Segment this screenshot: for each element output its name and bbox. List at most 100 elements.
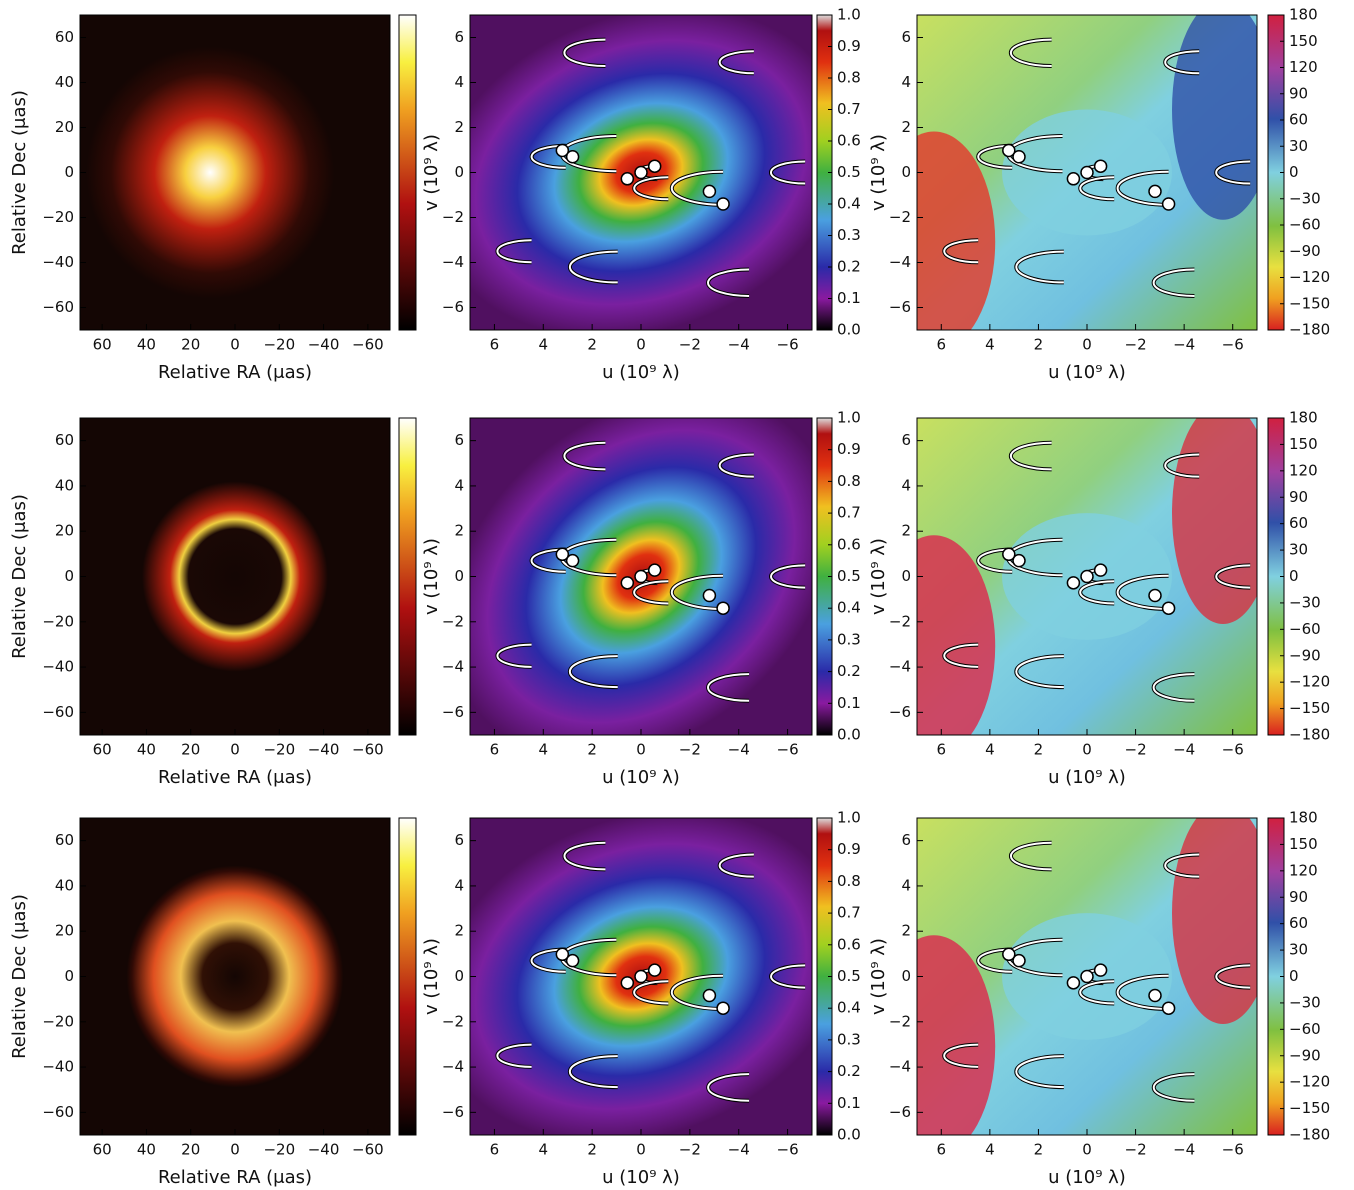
image — [470, 15, 812, 330]
x-tick-label: 0 — [230, 741, 240, 759]
colorbar-tick-label: −120 — [1289, 673, 1330, 691]
x-tick-label: 20 — [181, 741, 200, 759]
x-tick-label: 6 — [490, 1141, 500, 1159]
colorbar-tick-label: 0.3 — [837, 1030, 861, 1048]
y-axis-label: v (10⁹ λ) — [868, 134, 889, 211]
x-axis-label: u (10⁹ λ) — [1048, 1167, 1126, 1188]
y-axis-label: v (10⁹ λ) — [421, 134, 442, 211]
x-tick-label: 4 — [985, 1141, 995, 1159]
x-tick-label: 0 — [636, 336, 646, 354]
colorbar-tick-label: 150 — [1289, 32, 1318, 50]
y-tick-label: −40 — [42, 253, 74, 271]
image — [80, 418, 390, 735]
x-tick-label: 2 — [587, 336, 597, 354]
x-axis-label: Relative RA (μas) — [158, 767, 312, 788]
colorbar-tick-label: 90 — [1289, 488, 1308, 506]
uv-point — [1161, 197, 1176, 211]
x-tick-label: 60 — [93, 1141, 112, 1159]
x-tick-label: −40 — [308, 336, 340, 354]
colorbar-tick-label: −90 — [1289, 1046, 1321, 1064]
colorbar-tick-label: 0.2 — [837, 662, 861, 680]
colorbar-tick-label: −30 — [1289, 993, 1321, 1011]
uv-track — [496, 239, 532, 264]
x-tick-label: 20 — [181, 336, 200, 354]
y-tick-label: 0 — [901, 163, 911, 181]
uv-point — [1093, 963, 1108, 977]
x-tick-label: −6 — [777, 741, 799, 759]
x-tick-label: −20 — [263, 741, 295, 759]
y-tick-label: 2 — [454, 118, 464, 136]
x-tick-label: −60 — [352, 336, 384, 354]
x-tick-label: 6 — [490, 741, 500, 759]
uv-point — [565, 553, 580, 568]
x-tick-label: 0 — [636, 741, 646, 759]
x-tick-label: −6 — [1222, 1141, 1244, 1159]
uv-track — [1164, 453, 1200, 478]
y-tick-label: 2 — [901, 922, 911, 940]
x-tick-label: 0 — [230, 1141, 240, 1159]
uv-track — [1116, 170, 1169, 206]
y-tick-label: −2 — [442, 1012, 464, 1030]
y-tick-label: −40 — [42, 658, 74, 676]
y-tick-label: −4 — [889, 253, 911, 271]
y-tick-label: 0 — [454, 163, 464, 181]
uv-point — [634, 569, 648, 584]
y-tick-label: 60 — [55, 431, 74, 449]
x-tick-label: 20 — [181, 1141, 200, 1159]
y-tick-label: 0 — [64, 967, 74, 985]
phase-red — [1172, 418, 1257, 625]
colorbar-tick-label: 0.9 — [837, 840, 861, 858]
colorbar-tick-label: 180 — [1289, 409, 1318, 427]
uv-track — [563, 441, 606, 471]
y-tick-label: 6 — [901, 28, 911, 46]
uv-track — [707, 268, 750, 297]
y-tick-label: −60 — [42, 703, 74, 721]
colorbar-tick-label: 30 — [1289, 137, 1308, 155]
y-tick-label: 2 — [454, 522, 464, 540]
colorbar-tick-label: −120 — [1289, 268, 1330, 286]
x-tick-label: −40 — [308, 741, 340, 759]
colorbar-tick-label: 0.6 — [837, 535, 861, 553]
x-tick-label: 0 — [1082, 1141, 1092, 1159]
colorbar-tick-label: 0.8 — [837, 472, 861, 490]
y-tick-label: 4 — [901, 476, 911, 494]
uv-track — [671, 974, 724, 1010]
uv-point — [1080, 969, 1094, 984]
x-tick-label: −2 — [679, 741, 701, 759]
x-tick-label: −6 — [777, 336, 799, 354]
uv-point — [1148, 184, 1162, 199]
x-tick-label: −4 — [728, 1141, 750, 1159]
colorbar — [398, 817, 417, 1136]
y-tick-label: 2 — [454, 922, 464, 940]
x-tick-label: −4 — [1173, 336, 1195, 354]
x-axis-label: u (10⁹ λ) — [602, 1167, 680, 1188]
colorbar-tick-label: 0.1 — [837, 1094, 861, 1112]
uv-track — [943, 239, 979, 264]
uv-point — [1066, 576, 1081, 590]
y-tick-label: −4 — [889, 658, 911, 676]
y-tick-label: −4 — [442, 658, 464, 676]
uv-point — [1066, 172, 1081, 186]
y-tick-label: −4 — [889, 1058, 911, 1076]
colorbar-tick-label: 60 — [1289, 914, 1308, 932]
uv-track — [718, 50, 754, 75]
colorbar-tick-label: 30 — [1289, 541, 1308, 559]
x-tick-label: 4 — [985, 336, 995, 354]
image — [917, 818, 1257, 1135]
uv-track — [1079, 580, 1115, 605]
colorbar-tick-label: −150 — [1289, 294, 1330, 312]
colorbar-tick-label: 120 — [1289, 461, 1318, 479]
uv-track — [1079, 980, 1115, 1005]
colorbar-tick-label: −180 — [1289, 1126, 1330, 1144]
y-tick-label: −60 — [42, 1103, 74, 1121]
uv-point — [620, 576, 635, 590]
y-tick-label: −6 — [889, 298, 911, 316]
uv-track — [563, 841, 606, 871]
x-tick-label: 6 — [937, 1141, 947, 1159]
y-tick-label: 20 — [55, 922, 74, 940]
x-tick-label: 4 — [539, 741, 549, 759]
uv-point — [702, 988, 717, 1003]
colorbar-tick-label: 0.7 — [837, 904, 861, 922]
colorbar-tick-label: −90 — [1289, 242, 1321, 260]
y-tick-label: −60 — [42, 298, 74, 316]
